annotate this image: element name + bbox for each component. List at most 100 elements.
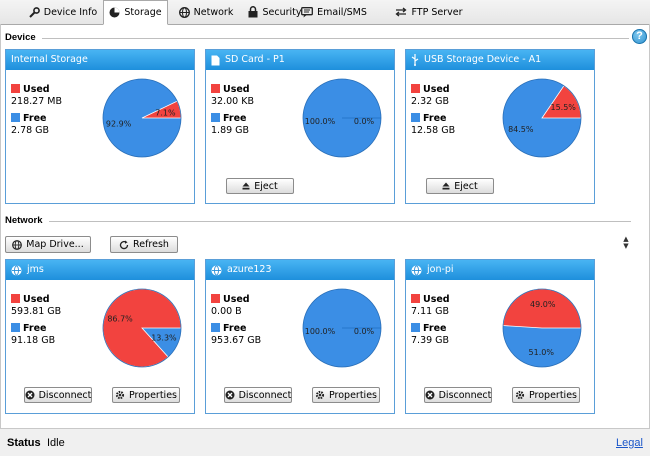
panel-title: azure123	[227, 264, 272, 275]
scroll-up-icon[interactable]: ▲	[623, 235, 629, 243]
free-value: 7.39 GB	[411, 335, 450, 346]
eject-label: Eject	[254, 180, 278, 192]
disconnect-label: Disconnect	[38, 389, 92, 401]
free-legend: Free 2.78 GB	[11, 113, 49, 136]
network-section-title: Network	[5, 215, 43, 226]
used-value: 2.32 GB	[411, 96, 450, 107]
globe-icon	[12, 239, 23, 250]
free-percent-label: 51.0%	[529, 348, 555, 357]
gear-icon	[315, 390, 325, 400]
pie-outline	[502, 78, 582, 158]
map-drive-button[interactable]: Map Drive...	[5, 236, 91, 253]
globe-icon	[178, 6, 190, 18]
eject-button[interactable]: Eject	[426, 178, 494, 194]
disconnect-icon	[225, 390, 235, 400]
tab-bar: Device Info Storage Network Security Ema…	[0, 0, 650, 25]
usage-pie-chart: 7.1% 92.9%	[102, 78, 182, 158]
usage-pie-chart: 0.0% 100.0%	[302, 288, 382, 368]
free-value: 1.89 GB	[211, 125, 250, 136]
tab-security[interactable]: Security	[245, 1, 305, 23]
globe-icon	[211, 264, 222, 276]
properties-button[interactable]: Properties	[512, 387, 580, 403]
scroll-down-icon[interactable]: ▼	[623, 242, 629, 250]
used-legend: Used 7.11 GB	[411, 294, 450, 317]
free-label: Free	[423, 323, 447, 334]
status-label: Status	[7, 437, 41, 449]
panel-header: USB Storage Device - A1	[406, 50, 594, 70]
panel-title: USB Storage Device - A1	[424, 54, 542, 65]
tab-label: Security	[262, 6, 302, 18]
tab-network[interactable]: Network	[174, 1, 238, 23]
used-label: Used	[223, 84, 250, 95]
tab-email-sms[interactable]: Email/SMS	[301, 1, 367, 23]
eject-button[interactable]: Eject	[226, 178, 294, 194]
panel-title: SD Card - P1	[225, 54, 285, 65]
globe-icon	[411, 264, 422, 276]
used-swatch	[211, 294, 220, 303]
network-share-panel-jon-pi: jon-pi Used 7.11 GB Free 7.39 GB 49.0% 51…	[405, 259, 595, 414]
used-value: 593.81 GB	[11, 306, 62, 317]
storage-panel-sd-card: SD Card - P1 Used 32.00 KB Free 1.89 GB …	[205, 49, 395, 204]
wrench-icon	[29, 6, 40, 18]
transfer-arrows-icon	[395, 7, 408, 17]
disconnect-button[interactable]: Disconnect	[424, 387, 492, 403]
used-swatch	[411, 294, 420, 303]
tab-label: FTP Server	[411, 6, 463, 18]
free-label: Free	[223, 113, 247, 124]
used-legend: Used 32.00 KB	[211, 84, 254, 107]
lock-icon	[248, 6, 258, 18]
usage-pie-chart: 86.7% 13.3%	[102, 288, 182, 368]
scroll-arrows[interactable]: ▲ ▼	[621, 236, 631, 252]
tab-ftp-server[interactable]: FTP Server	[394, 1, 464, 23]
free-legend: Free 91.18 GB	[11, 323, 55, 346]
used-value: 32.00 KB	[211, 96, 254, 107]
refresh-button[interactable]: Refresh	[110, 236, 178, 253]
properties-button[interactable]: Properties	[112, 387, 180, 403]
tab-label: Storage	[124, 7, 162, 18]
used-label: Used	[23, 84, 50, 95]
disconnect-icon	[25, 390, 35, 400]
used-swatch	[411, 84, 420, 93]
free-label: Free	[23, 323, 47, 334]
free-legend: Free 1.89 GB	[211, 113, 249, 136]
free-legend: Free 7.39 GB	[411, 323, 449, 346]
disconnect-button[interactable]: Disconnect	[24, 387, 92, 403]
disconnect-label: Disconnect	[438, 389, 492, 401]
used-legend: Used 218.27 MB	[11, 84, 62, 107]
globe-icon	[11, 264, 22, 276]
gear-icon	[115, 390, 125, 400]
status-bar: Status Idle Legal	[0, 428, 650, 456]
storage-panel-internal: Internal Storage Used 218.27 MB Free 2.7…	[5, 49, 195, 204]
used-label: Used	[223, 294, 250, 305]
free-swatch	[11, 113, 20, 122]
free-percent-label: 84.5%	[508, 125, 534, 134]
map-drive-label: Map Drive...	[26, 239, 84, 250]
legal-link[interactable]: Legal	[616, 437, 643, 449]
free-swatch	[411, 113, 420, 122]
used-label: Used	[423, 84, 450, 95]
disconnect-icon	[425, 390, 435, 400]
pie-outline	[302, 78, 382, 158]
used-legend: Used 593.81 GB	[11, 294, 61, 317]
pie-outline	[302, 288, 382, 368]
used-swatch	[11, 294, 20, 303]
properties-button[interactable]: Properties	[312, 387, 380, 403]
sd-card-icon	[211, 55, 220, 66]
free-value: 91.18 GB	[11, 335, 56, 346]
free-swatch	[211, 323, 220, 332]
used-legend: Used 0.00 B	[211, 294, 250, 317]
used-percent-label: 7.1%	[155, 109, 176, 118]
used-value: 0.00 B	[211, 306, 242, 317]
chat-icon	[301, 6, 314, 18]
tab-device-info[interactable]: Device Info	[28, 1, 98, 23]
panel-title: jon-pi	[427, 264, 454, 275]
eject-icon	[242, 182, 250, 190]
used-percent-label: 86.7%	[107, 314, 133, 323]
tab-storage[interactable]: Storage	[103, 0, 168, 25]
network-share-panel-jms: jms Used 593.81 GB Free 91.18 GB 86.7% 13…	[5, 259, 195, 414]
disconnect-button[interactable]: Disconnect	[224, 387, 292, 403]
help-icon[interactable]: ?	[632, 29, 647, 44]
used-percent-label: 0.0%	[354, 327, 375, 336]
properties-label: Properties	[128, 389, 177, 401]
usage-pie-chart: 49.0% 51.0%	[502, 288, 582, 368]
